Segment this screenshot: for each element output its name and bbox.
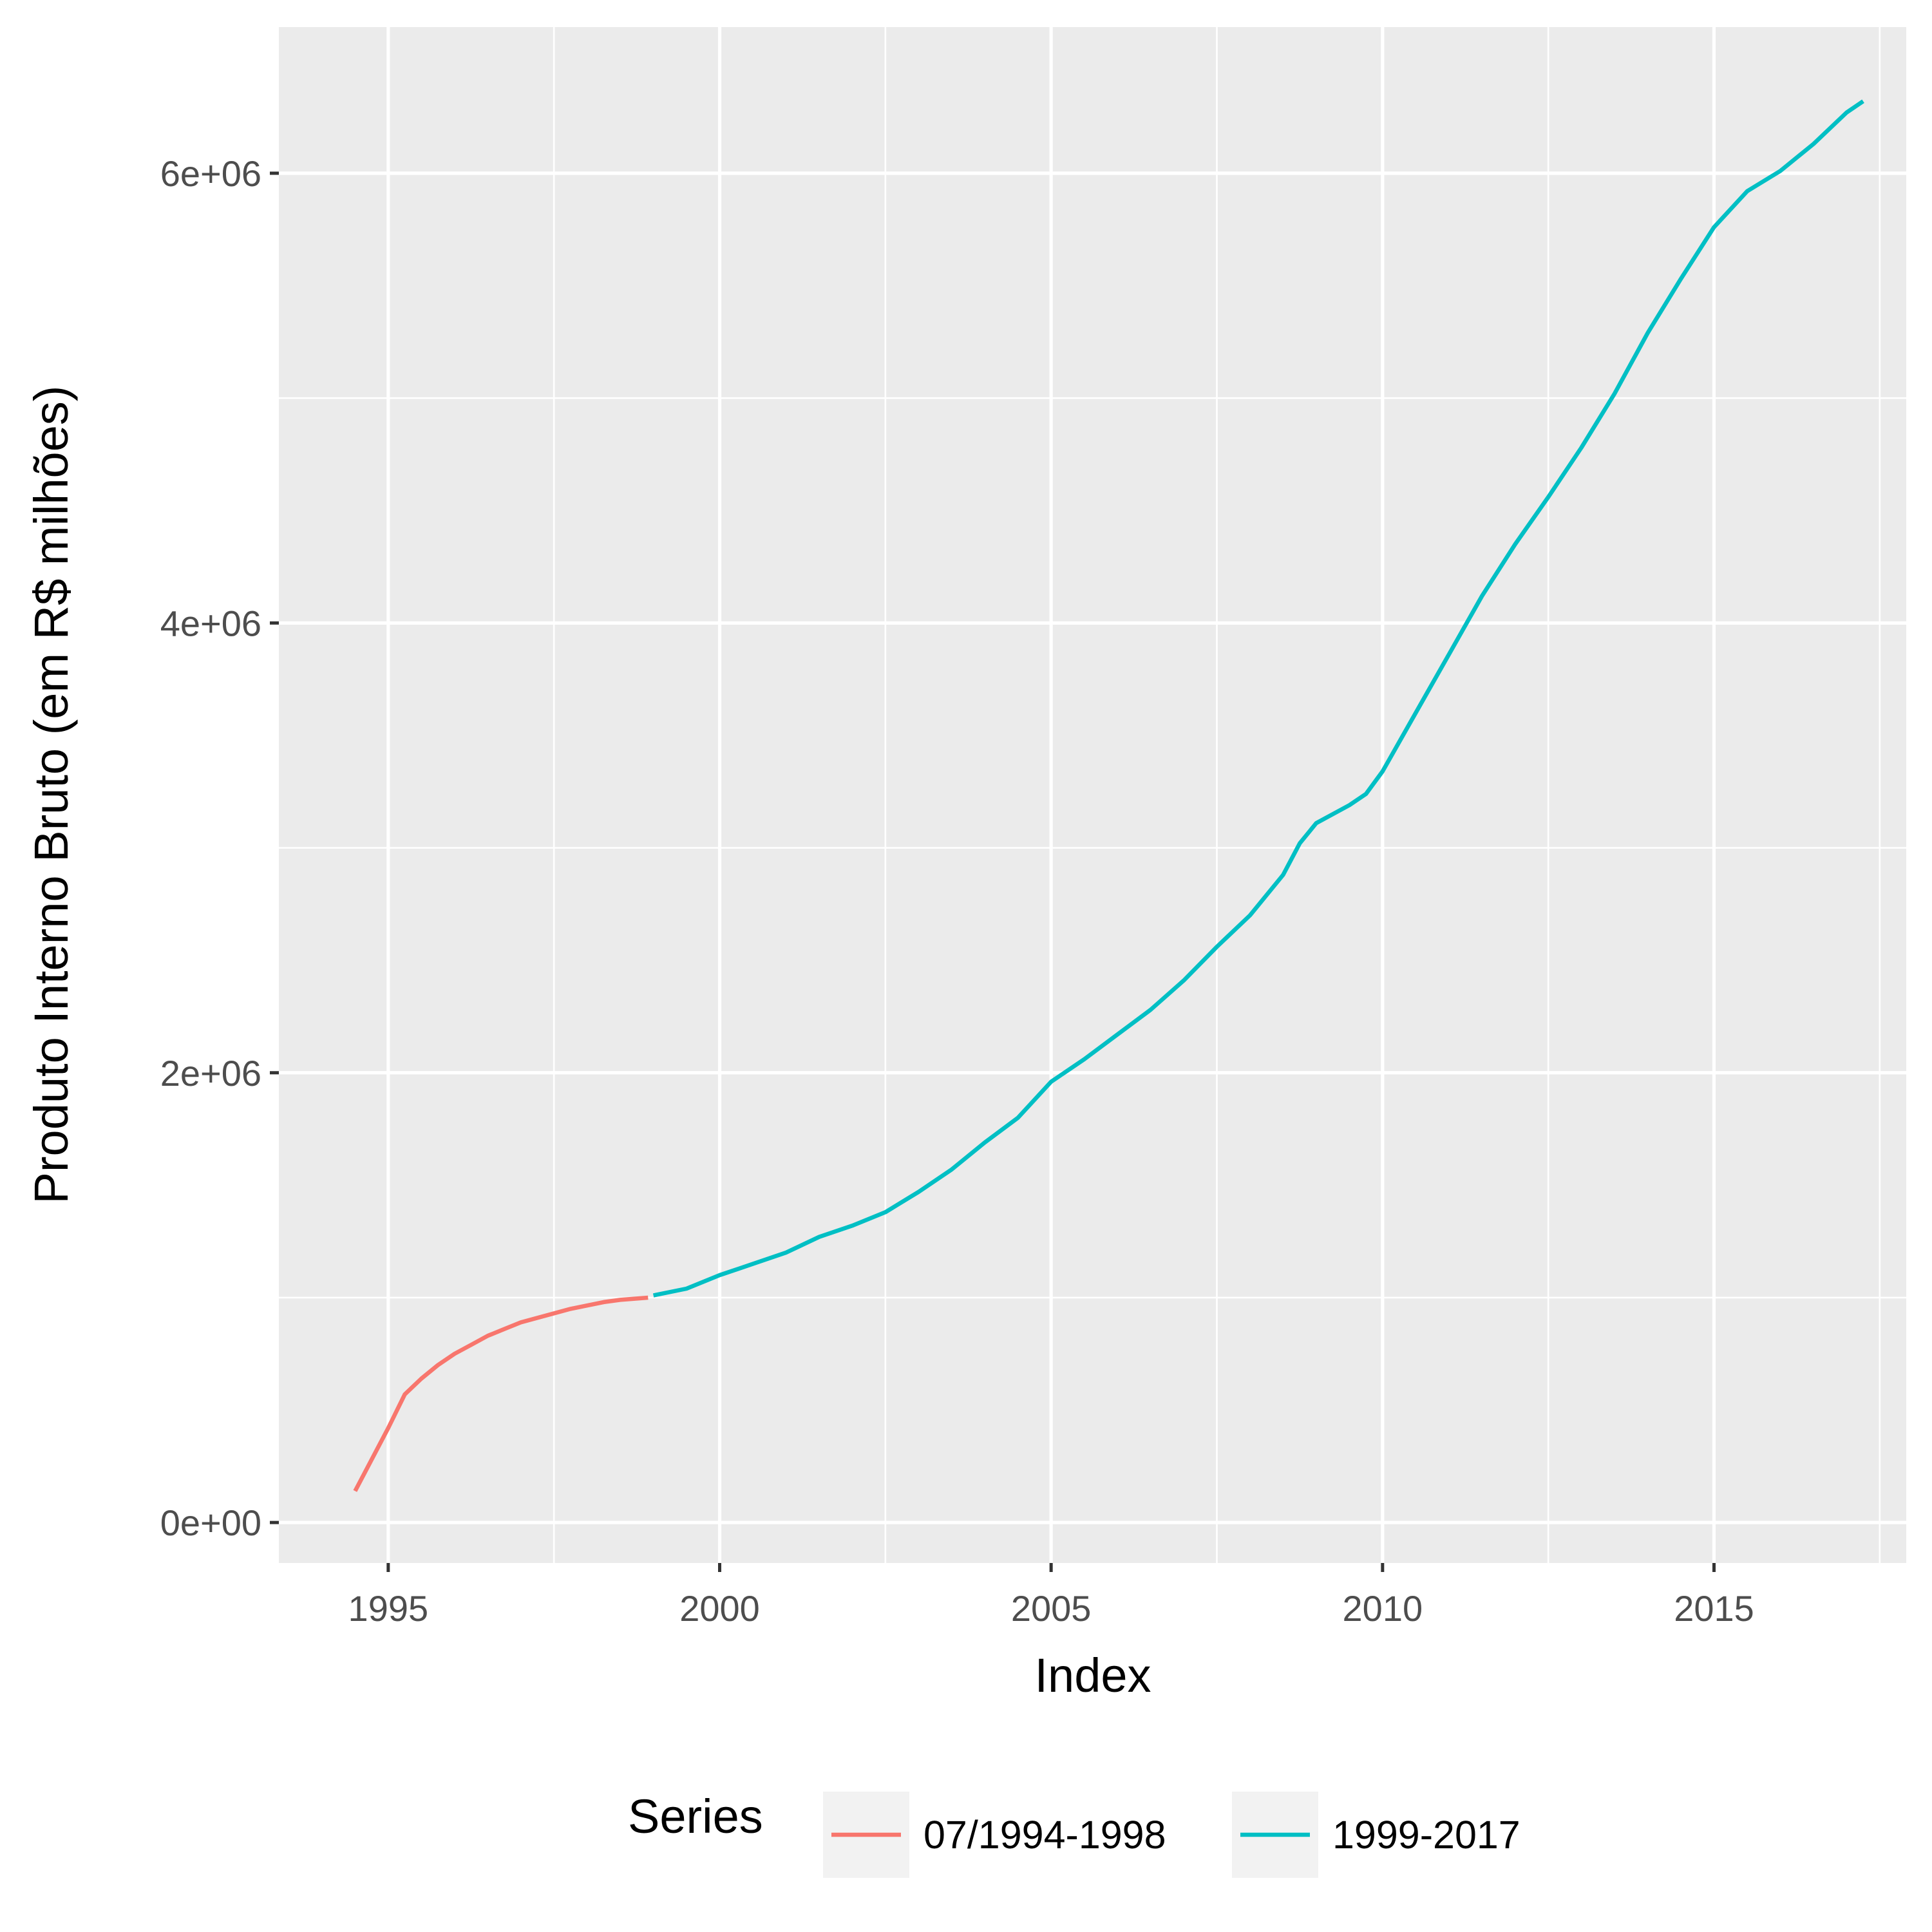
legend-title: Series bbox=[628, 1790, 763, 1843]
major-gridlines bbox=[279, 27, 1906, 1563]
y-tick-label: 2e+06 bbox=[160, 1053, 261, 1094]
legend-label-2: 1999-2017 bbox=[1332, 1813, 1520, 1857]
legend: Series 07/1994-1998 1999-2017 bbox=[628, 1790, 1520, 1878]
x-axis-title: Index bbox=[1034, 1649, 1151, 1702]
y-tick-label: 0e+00 bbox=[160, 1502, 261, 1543]
minor-gridlines bbox=[279, 27, 1906, 1563]
y-axis: 0e+00 2e+06 4e+06 6e+06 bbox=[160, 153, 279, 1543]
y-tick-label: 4e+06 bbox=[160, 603, 261, 643]
x-tick-label: 2010 bbox=[1343, 1588, 1423, 1629]
x-tick-label: 2015 bbox=[1674, 1588, 1754, 1629]
legend-label-1: 07/1994-1998 bbox=[923, 1813, 1166, 1857]
series-line-1 bbox=[353, 1295, 649, 1492]
x-tick-label: 1995 bbox=[348, 1588, 429, 1629]
y-axis-title: Produto Interno Bruto (em R$ milhões) bbox=[24, 386, 78, 1204]
x-axis: 1995 2000 2005 2010 2015 bbox=[348, 1563, 1754, 1629]
plot-panel bbox=[279, 27, 1906, 1563]
series-lines bbox=[353, 99, 1864, 1492]
y-tick-label: 6e+06 bbox=[160, 153, 261, 194]
series-line-2 bbox=[652, 99, 1864, 1298]
x-tick-label: 2005 bbox=[1011, 1588, 1092, 1629]
x-tick-label: 2000 bbox=[679, 1588, 760, 1629]
